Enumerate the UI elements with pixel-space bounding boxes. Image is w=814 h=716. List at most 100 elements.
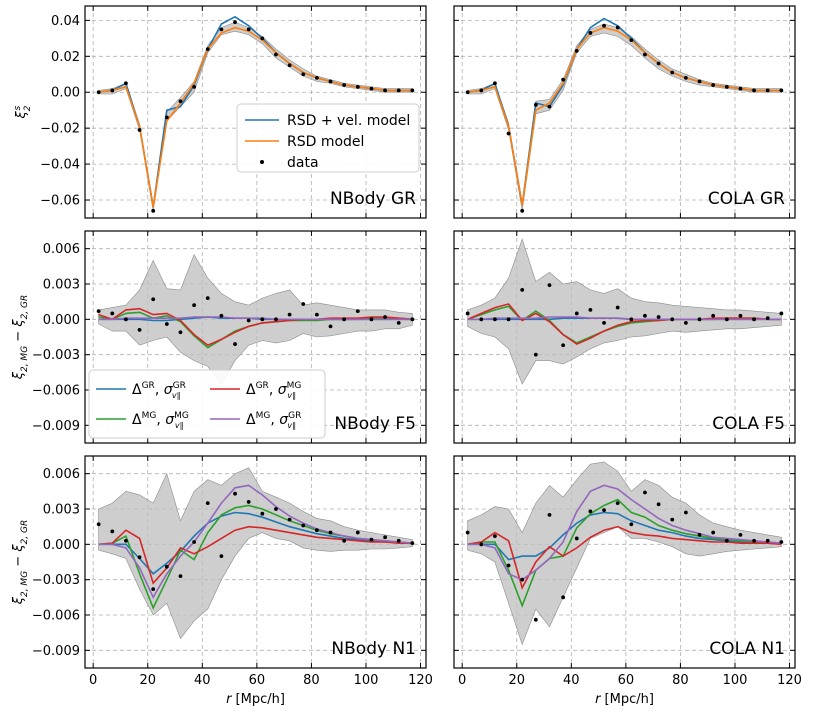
data-point (643, 490, 647, 495)
data-point (711, 313, 716, 318)
data-point (396, 320, 401, 325)
y-tick-label: 0.00 (51, 86, 80, 101)
y-axis-label: ξ2, MG − ξ2, GR (11, 520, 30, 606)
data-point (629, 317, 634, 322)
x-tick-label: 60 (249, 673, 266, 688)
data-point (506, 563, 511, 568)
data-point (233, 342, 237, 346)
panel-annotation: NBody N1 (331, 639, 416, 659)
data-point (164, 564, 169, 569)
legend-box (236, 103, 420, 173)
y-tick-label: 0.003 (43, 278, 80, 293)
data-point (724, 538, 729, 543)
x-tick-label: 100 (723, 673, 748, 688)
y-axis-label: ξ2s (13, 105, 33, 119)
data-point (533, 102, 538, 107)
data-point (520, 208, 525, 213)
data-point (656, 61, 661, 66)
data-point (314, 528, 319, 533)
data-point (124, 81, 128, 86)
data-point (547, 283, 552, 288)
data-point (287, 517, 292, 522)
legend-label: ΔMG, σGR v∥ (246, 411, 301, 430)
data-point (369, 317, 374, 322)
data-point (96, 522, 101, 527)
data-point (246, 500, 251, 504)
legend-label: ΔGR, σGR v∥ (132, 381, 186, 400)
x-tick-label: 0 (458, 673, 466, 688)
data-point (151, 587, 156, 591)
series-line (98, 316, 413, 321)
data-point (602, 320, 606, 325)
data-point (192, 303, 197, 308)
data-point (124, 538, 128, 543)
error-band (98, 467, 413, 640)
data-point (643, 313, 647, 318)
series-line (467, 316, 782, 321)
data-point (547, 512, 552, 517)
data-point (561, 343, 566, 348)
axes-frame (453, 230, 796, 444)
data-point (615, 305, 620, 310)
data-point (615, 25, 620, 30)
series-line (467, 26, 782, 206)
data-point (574, 311, 579, 316)
data-point (561, 595, 566, 600)
data-point (752, 538, 756, 543)
data-point (765, 88, 770, 93)
data-point (151, 297, 156, 302)
data-point (274, 317, 278, 322)
series-line (467, 484, 782, 581)
data-point (164, 115, 169, 120)
data-point (178, 99, 183, 104)
data-point (752, 317, 756, 322)
data-point (260, 36, 265, 41)
data-point (205, 501, 210, 506)
legend: ΔGR, σGR v∥ ΔGR, σMG v∥ ΔMG, σMG v∥ ΔMG, σGR v∥ (88, 369, 326, 439)
series-line (467, 498, 782, 608)
x-tick-label: 120 (777, 673, 802, 688)
data-point (465, 530, 470, 535)
data-point (670, 317, 675, 322)
data-point (369, 86, 374, 91)
y-tick-label: −0.009 (32, 419, 80, 434)
error-band (467, 23, 782, 211)
data-point (656, 502, 661, 507)
data-point (328, 324, 333, 329)
data-point (219, 27, 224, 32)
axes-frame (84, 5, 427, 219)
data-point (137, 328, 142, 332)
data-point (697, 317, 702, 322)
data-point (533, 352, 538, 357)
data-point (588, 509, 593, 514)
data-point (465, 311, 470, 316)
data-point (574, 49, 579, 53)
y-tick-label: −0.006 (32, 609, 80, 624)
y-tick-label: −0.003 (32, 573, 80, 588)
series-line (467, 511, 782, 561)
x-tick-label: 40 (563, 673, 580, 688)
data-point (683, 75, 688, 80)
series-line (98, 26, 413, 208)
data-point (246, 318, 251, 323)
x-tick-label: 20 (139, 673, 156, 688)
data-point (574, 536, 579, 541)
data-point (711, 530, 716, 535)
data-point (752, 88, 756, 93)
data-point (410, 317, 415, 322)
data-point (260, 511, 265, 516)
series-line (98, 511, 413, 575)
panel-annotation: NBody GR (330, 189, 416, 209)
data-point (779, 540, 784, 544)
legend-label: ΔGR, σMG v∥ (246, 381, 301, 400)
series-line (98, 484, 413, 600)
data-point (493, 534, 497, 538)
data-point (260, 317, 265, 322)
data-point (410, 541, 415, 546)
data-point (287, 312, 292, 317)
legend-box (88, 369, 326, 439)
data-point (779, 88, 784, 93)
legend-label: data (287, 155, 319, 171)
data-point (396, 88, 401, 93)
